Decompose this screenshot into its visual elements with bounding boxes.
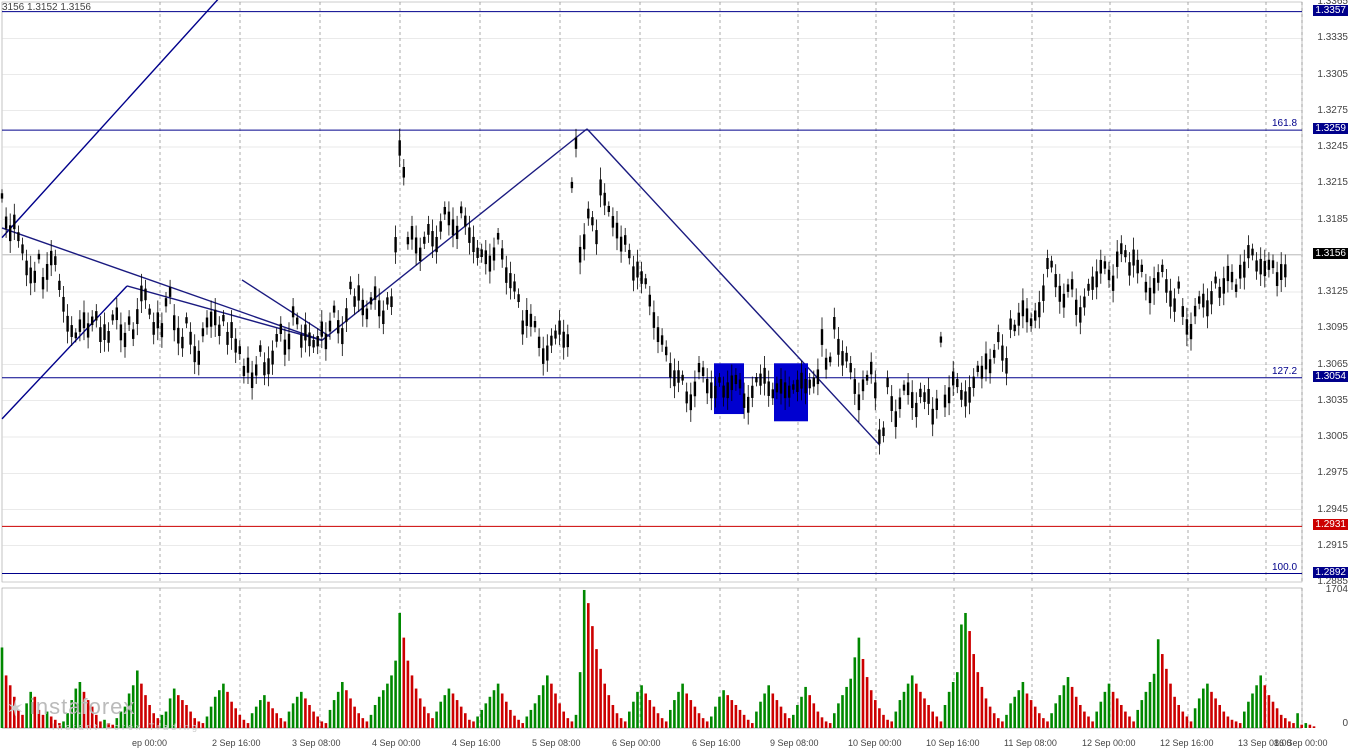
chart-svg bbox=[0, 0, 1350, 750]
chart-container: 3156 1.3152 1.3156 1.28851.29151.29451.2… bbox=[0, 0, 1350, 750]
watermark-icon: ✶ bbox=[6, 696, 24, 722]
watermark-sub: Instant Forex Trading bbox=[52, 722, 200, 732]
watermark: instaforex bbox=[30, 694, 135, 720]
